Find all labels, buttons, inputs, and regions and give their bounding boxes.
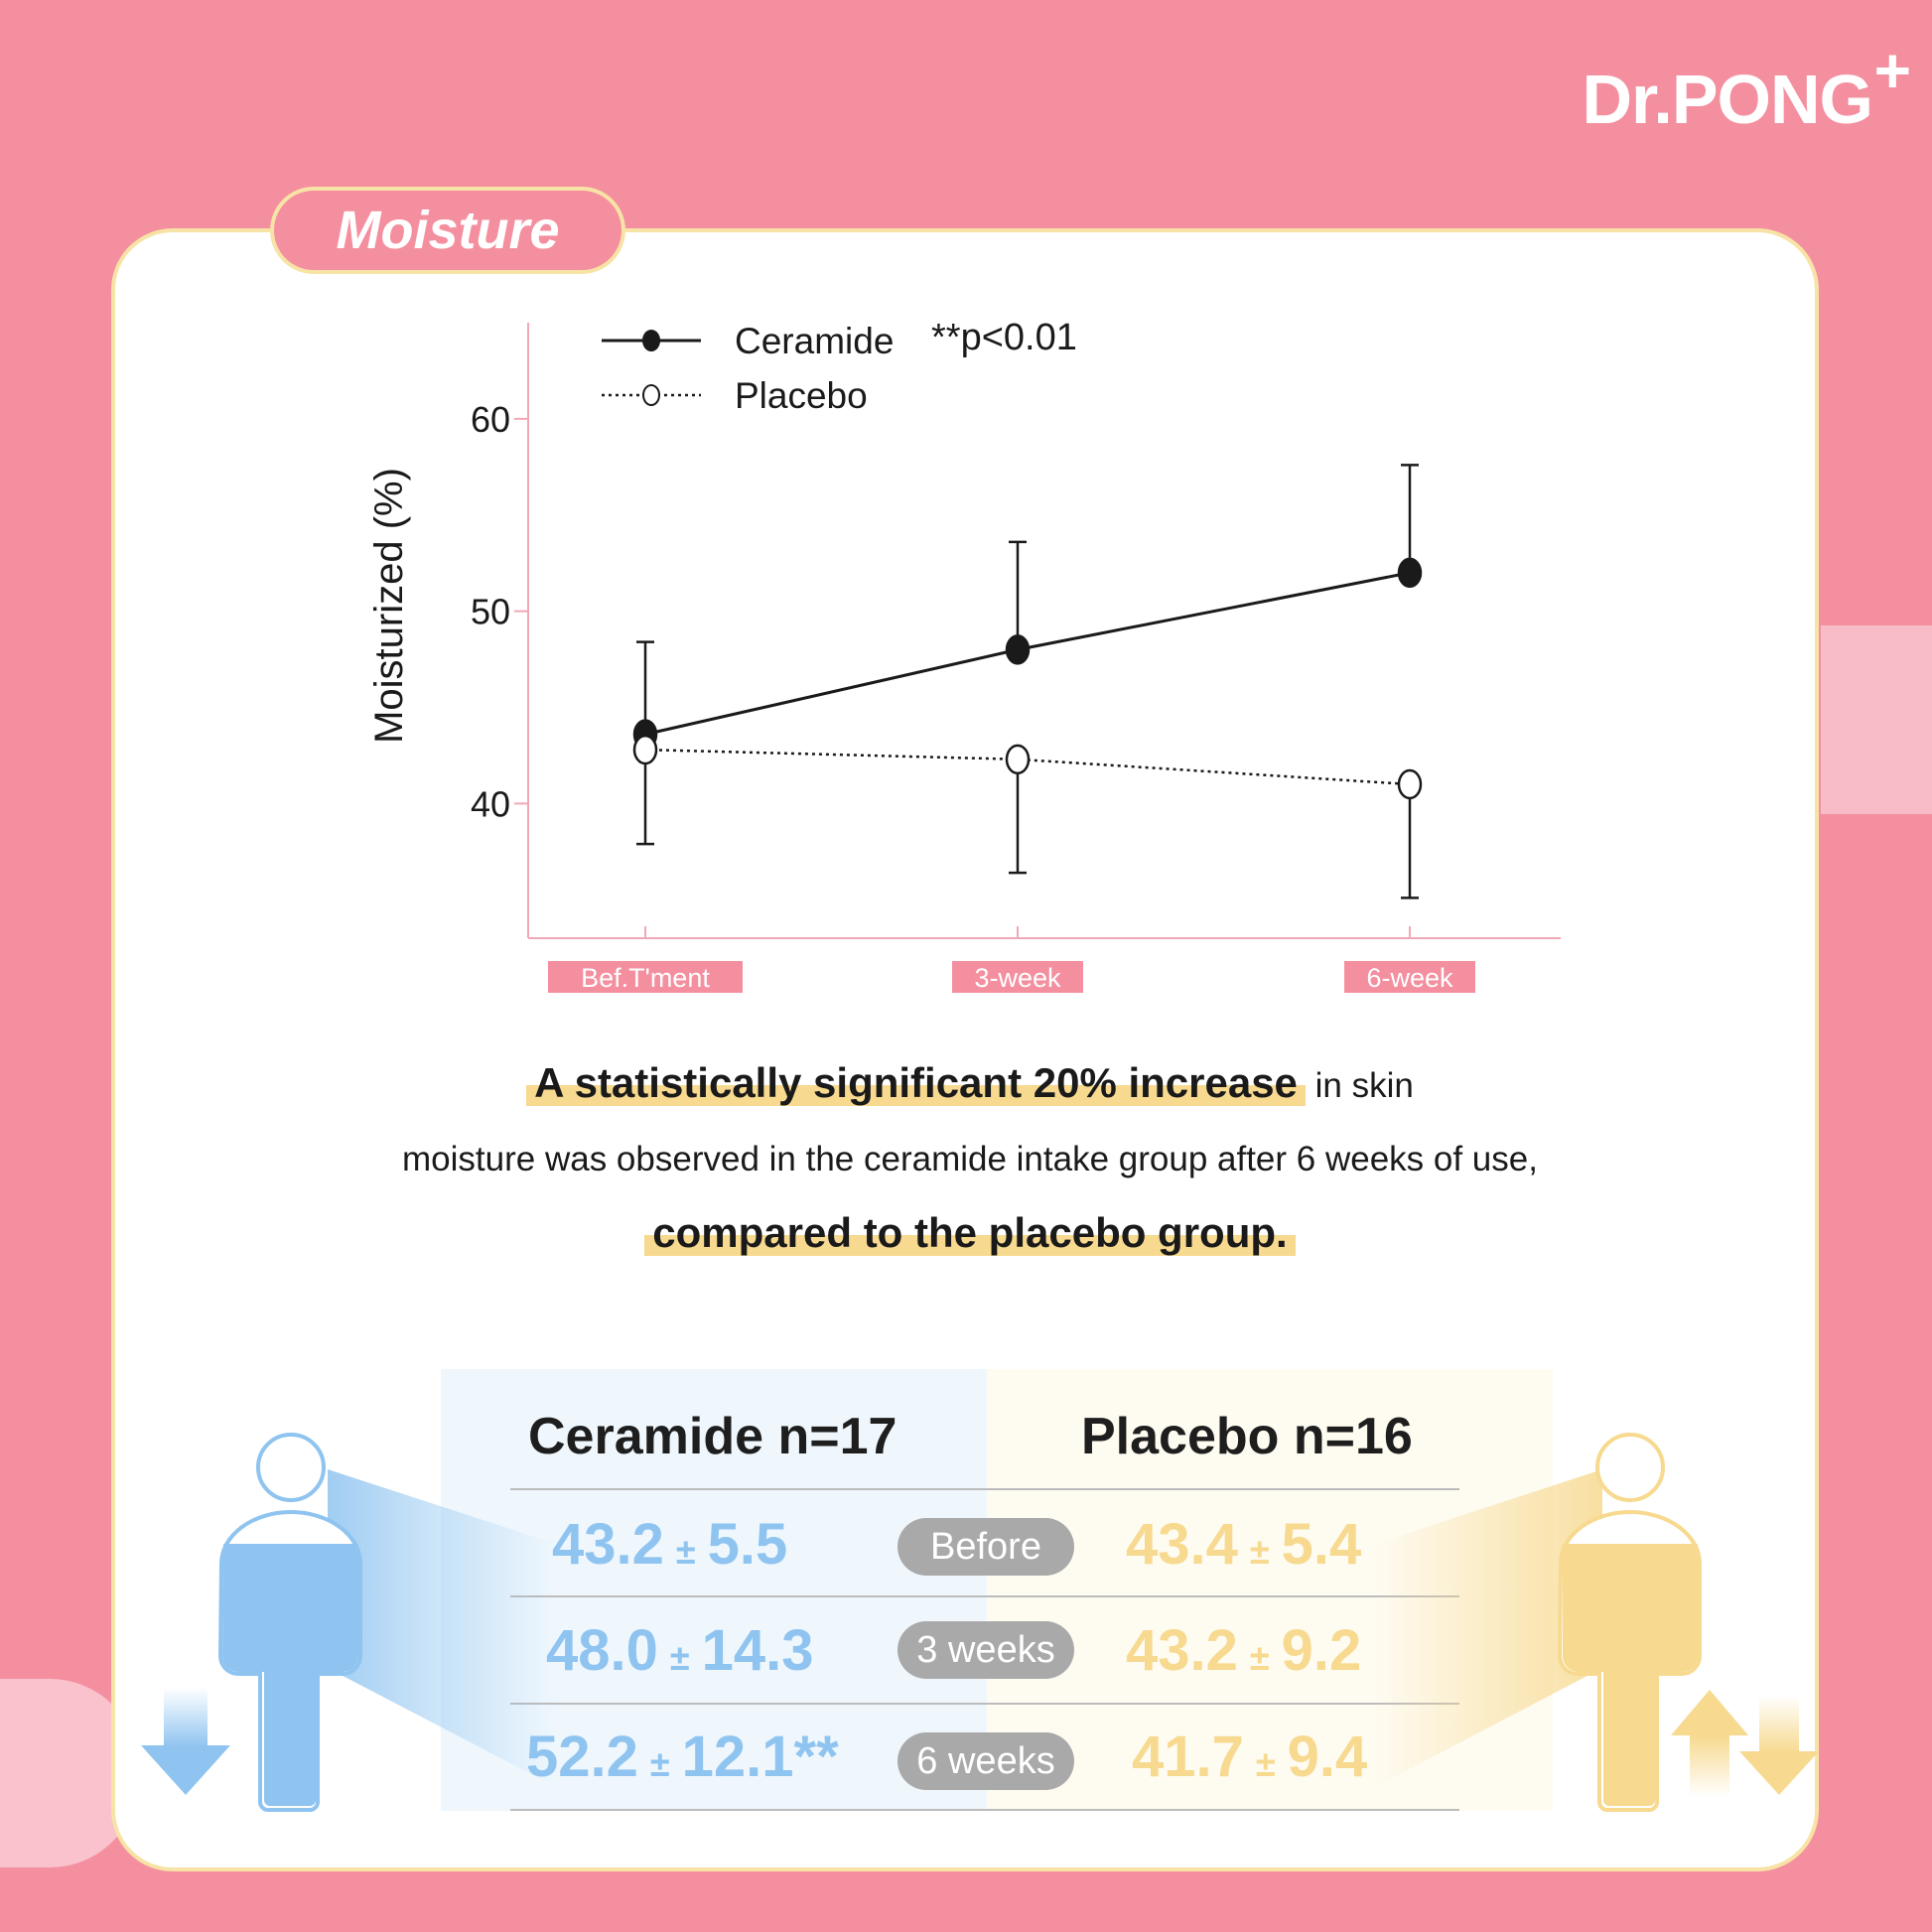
summary-highlight-1: A statistically significant 20% increase [526, 1059, 1306, 1106]
brand-logo: Dr.PONG + [1582, 35, 1911, 138]
y-tick-label: 40 [471, 783, 510, 824]
x-tick-label: Bef.T'ment [581, 963, 710, 993]
x-tick-label-bg [548, 961, 743, 993]
placebo-3weeks: 43.2 ±9.2 [1126, 1618, 1362, 1683]
legend-marker [642, 330, 660, 351]
summary-text-1: in skin [1305, 1066, 1414, 1105]
x-tick-label-bg [1344, 961, 1475, 993]
divider [510, 1488, 1459, 1490]
divider [510, 1703, 1459, 1705]
person-yellow-icon [1557, 1433, 1702, 1812]
divider [510, 1809, 1459, 1811]
y-axis-label: Moisturized (%) [367, 468, 411, 744]
blue-beam [328, 1469, 556, 1787]
row-label-3weeks: 3 weeks [897, 1621, 1074, 1679]
legend-marker [642, 384, 660, 406]
significance-annotation: **p<0.01 [931, 317, 1077, 358]
ceramide-3weeks: 48.0 ±14.3 [546, 1618, 814, 1683]
chart-axes: 40 50 60 Bef.T'ment 3-week 6-week [471, 323, 1561, 993]
arrow-down-icon [1739, 1696, 1819, 1795]
moisture-chart: 40 50 60 Bef.T'ment 3-week 6-week Ceramide Pla… [367, 317, 1561, 993]
data-point-ceramide [1005, 634, 1031, 665]
legend-label: Placebo [735, 375, 868, 416]
summary-highlight-2: compared to the placebo group. [644, 1209, 1296, 1256]
summary-text-2: moisture was observed in the ceramide in… [402, 1140, 1538, 1178]
ceramide-header: Ceramide n=17 [528, 1408, 897, 1465]
divider [510, 1595, 1459, 1597]
chart-legend: Ceramide Placebo [602, 321, 894, 416]
row-label-6weeks: 6 weeks [897, 1732, 1074, 1790]
x-tick-label: 3-week [974, 963, 1061, 993]
row-label-before: Before [897, 1518, 1074, 1576]
data-point-ceramide [1397, 557, 1423, 589]
legend-label: Ceramide [735, 321, 894, 361]
ceramide-before: 43.2 ±5.5 [552, 1512, 788, 1577]
arrow-up-icon [1671, 1690, 1748, 1797]
y-tick-label: 50 [471, 592, 510, 632]
summary-text: A statistically significant 20% increase… [302, 1046, 1638, 1273]
data-point-placebo [1397, 768, 1423, 800]
x-tick-label: 6-week [1366, 963, 1453, 993]
data-point-placebo [632, 734, 658, 765]
plus-icon: + [1873, 35, 1911, 106]
x-tick-label-bg [952, 961, 1083, 993]
y-tick-label: 60 [471, 399, 510, 440]
placebo-6weeks: 41.7 ±9.4 [1132, 1725, 1368, 1789]
section-tag: Moisture [270, 187, 625, 274]
series-line-placebo [644, 748, 1411, 786]
person-blue-icon [217, 1433, 362, 1812]
arrow-down-icon [141, 1688, 230, 1795]
side-stripe [1821, 625, 1932, 814]
placebo-header: Placebo n=16 [1081, 1408, 1413, 1465]
data-point-placebo [1005, 744, 1031, 775]
chart-marks [632, 464, 1423, 899]
placebo-before: 43.4 ±5.4 [1126, 1512, 1362, 1577]
yellow-beam [1375, 1469, 1602, 1787]
